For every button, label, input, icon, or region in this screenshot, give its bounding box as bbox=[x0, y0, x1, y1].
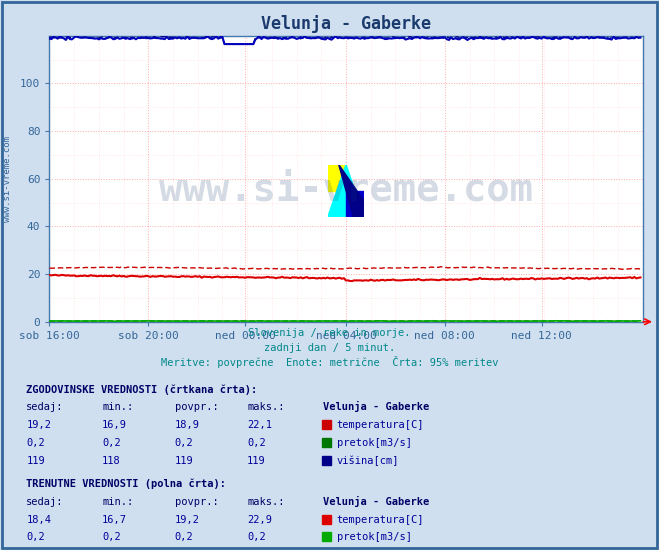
Text: 22,9: 22,9 bbox=[247, 515, 272, 525]
Text: 0,2: 0,2 bbox=[26, 438, 45, 448]
Text: 19,2: 19,2 bbox=[26, 420, 51, 430]
Text: 0,2: 0,2 bbox=[26, 532, 45, 542]
Title: Velunja - Gaberke: Velunja - Gaberke bbox=[261, 15, 431, 33]
Text: 119: 119 bbox=[247, 456, 266, 466]
Text: povpr.:: povpr.: bbox=[175, 403, 218, 412]
Text: min.:: min.: bbox=[102, 403, 133, 412]
Bar bbox=[328, 164, 346, 191]
Text: povpr.:: povpr.: bbox=[175, 497, 218, 507]
Text: 16,9: 16,9 bbox=[102, 420, 127, 430]
Text: ZGODOVINSKE VREDNOSTI (črtkana črta):: ZGODOVINSKE VREDNOSTI (črtkana črta): bbox=[26, 384, 258, 395]
Text: 0,2: 0,2 bbox=[102, 532, 121, 542]
Text: www.si-vreme.com: www.si-vreme.com bbox=[159, 170, 533, 209]
Text: Velunja - Gaberke: Velunja - Gaberke bbox=[323, 496, 429, 507]
Text: 0,2: 0,2 bbox=[175, 532, 193, 542]
Bar bbox=[346, 191, 364, 217]
Text: 19,2: 19,2 bbox=[175, 515, 200, 525]
Text: 119: 119 bbox=[175, 456, 193, 466]
Text: maks.:: maks.: bbox=[247, 497, 285, 507]
Text: Meritve: povprečne  Enote: metrične  Črta: 95% meritev: Meritve: povprečne Enote: metrične Črta:… bbox=[161, 356, 498, 369]
Text: zadnji dan / 5 minut.: zadnji dan / 5 minut. bbox=[264, 343, 395, 353]
Text: pretok[m3/s]: pretok[m3/s] bbox=[337, 438, 412, 448]
Text: Velunja - Gaberke: Velunja - Gaberke bbox=[323, 402, 429, 412]
Text: temperatura[C]: temperatura[C] bbox=[337, 515, 424, 525]
Text: sedaj:: sedaj: bbox=[26, 497, 64, 507]
Text: 22,1: 22,1 bbox=[247, 420, 272, 430]
Text: maks.:: maks.: bbox=[247, 403, 285, 412]
Text: temperatura[C]: temperatura[C] bbox=[337, 420, 424, 430]
Text: pretok[m3/s]: pretok[m3/s] bbox=[337, 532, 412, 542]
Text: 16,7: 16,7 bbox=[102, 515, 127, 525]
Text: 119: 119 bbox=[26, 456, 45, 466]
Text: TRENUTNE VREDNOSTI (polna črta):: TRENUTNE VREDNOSTI (polna črta): bbox=[26, 478, 226, 489]
Polygon shape bbox=[339, 164, 364, 217]
Text: Slovenija / reke in morje.: Slovenija / reke in morje. bbox=[248, 327, 411, 338]
Text: 0,2: 0,2 bbox=[247, 532, 266, 542]
Polygon shape bbox=[328, 164, 364, 217]
Text: min.:: min.: bbox=[102, 497, 133, 507]
Text: 0,2: 0,2 bbox=[102, 438, 121, 448]
Text: 18,4: 18,4 bbox=[26, 515, 51, 525]
Text: 0,2: 0,2 bbox=[247, 438, 266, 448]
Text: 18,9: 18,9 bbox=[175, 420, 200, 430]
Text: višina[cm]: višina[cm] bbox=[337, 455, 399, 466]
Text: 118: 118 bbox=[102, 456, 121, 466]
Text: sedaj:: sedaj: bbox=[26, 403, 64, 412]
Text: www.si-vreme.com: www.si-vreme.com bbox=[3, 136, 13, 222]
Text: 0,2: 0,2 bbox=[175, 438, 193, 448]
